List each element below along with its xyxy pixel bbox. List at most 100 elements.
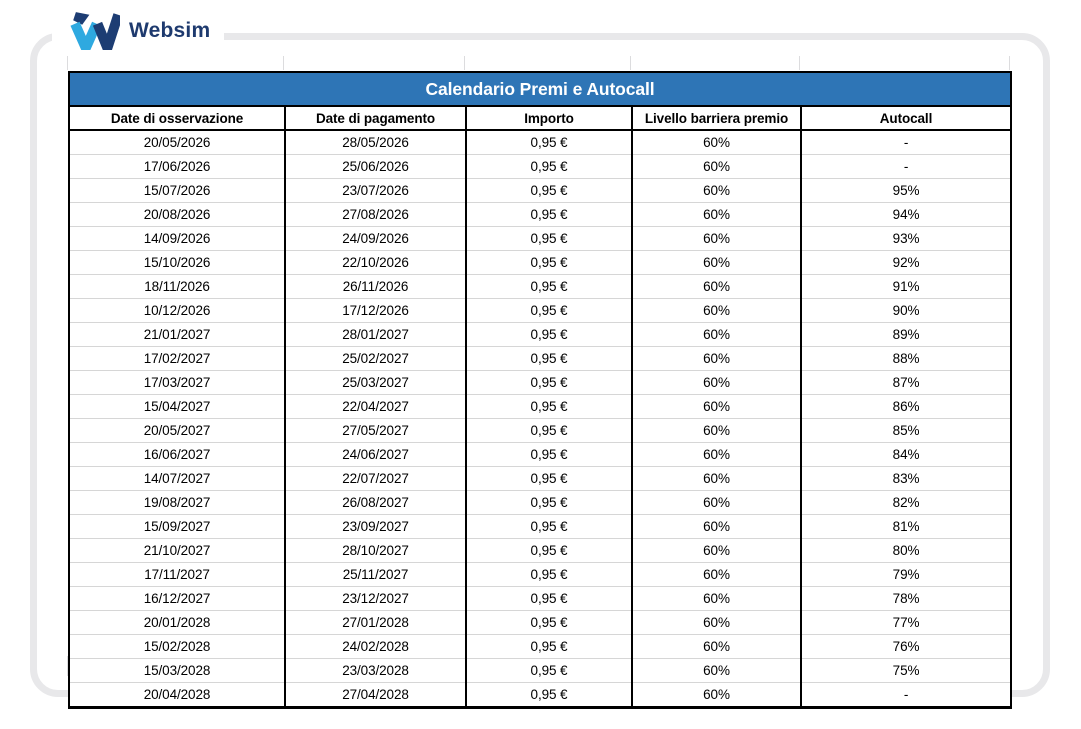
table-cell: 60% (631, 129, 802, 155)
table-cell: 85% (799, 418, 1013, 443)
table-cell: 60% (631, 538, 802, 563)
table-row: 17/06/2026 25/06/2026 0,95 €60% - (68, 154, 1013, 179)
table-cell: 15/10/2026 (68, 250, 286, 275)
column-header: Autocall (799, 105, 1013, 131)
table-cell: 60% (631, 370, 802, 395)
table-row: 20/01/2028 27/01/2028 0,95 €60% 77% (68, 610, 1013, 635)
table-cell: 17/12/2026 (284, 298, 467, 323)
table-cell: 90% (799, 298, 1013, 323)
table-row: 17/11/2027 25/11/2027 0,95 €60% 79% (68, 562, 1013, 587)
table-cell: 20/05/2027 (68, 418, 286, 443)
table-cell: 0,95 € (465, 298, 633, 323)
table-cell: 95% (799, 178, 1013, 203)
gridline-tick (1009, 56, 1010, 70)
table-cell: 76% (799, 634, 1013, 659)
table-row: 16/06/2027 24/06/2027 0,95 €60% 84% (68, 442, 1013, 467)
table-cell: 23/07/2026 (284, 178, 467, 203)
table-cell: 92% (799, 250, 1013, 275)
table-cell: 0,95 € (465, 562, 633, 587)
table-row: 18/11/2026 26/11/2026 0,95 €60% 91% (68, 274, 1013, 299)
table-title-row: Calendario Premi e Autocall (67, 71, 1013, 107)
table-cell: 21/01/2027 (68, 322, 286, 347)
table-cell: 25/11/2027 (284, 562, 467, 587)
table-cell: 0,95 € (465, 682, 633, 709)
table-cell: 60% (631, 610, 802, 635)
table-cell: 24/02/2028 (284, 634, 467, 659)
table-cell: 18/11/2026 (68, 274, 286, 299)
table-cell: 19/08/2027 (68, 490, 286, 515)
table-cell: 80% (799, 538, 1013, 563)
table-body: 20/05/2026 28/05/2026 0,95 €60% -17/06/2026… (68, 129, 1013, 709)
table-row: 20/05/2027 27/05/2027 0,95 €60% 85% (68, 418, 1013, 443)
table-cell: 75% (799, 658, 1013, 683)
table-cell: 20/04/2028 (68, 682, 286, 709)
table-cell: 60% (631, 154, 802, 179)
table-cell: 60% (631, 418, 802, 443)
table-cell: 0,95 € (465, 178, 633, 203)
table-cell: 94% (799, 202, 1013, 227)
table-cell: 0,95 € (465, 226, 633, 251)
table-row: 20/04/2028 27/04/2028 0,95 €60% - (68, 682, 1013, 709)
table-cell: 87% (799, 370, 1013, 395)
table-cell: 60% (631, 490, 802, 515)
table-cell: 0,95 € (465, 514, 633, 539)
table-cell: 25/02/2027 (284, 346, 467, 371)
premi-autocall-table: Calendario Premi e Autocall Date di osse… (67, 71, 1013, 709)
table-cell: 0,95 € (465, 250, 633, 275)
table-container: Calendario Premi e Autocall Date di osse… (67, 71, 1013, 709)
table-cell: 60% (631, 658, 802, 683)
table-cell: 24/06/2027 (284, 442, 467, 467)
table-cell: 28/05/2026 (284, 129, 467, 155)
table-cell: 60% (631, 586, 802, 611)
table-cell: 27/08/2026 (284, 202, 467, 227)
table-row: 15/04/2027 22/04/2027 0,95 €60% 86% (68, 394, 1013, 419)
table-cell: 26/08/2027 (284, 490, 467, 515)
gridline-tick (67, 56, 68, 70)
table-cell: 0,95 € (465, 490, 633, 515)
table-cell: 93% (799, 226, 1013, 251)
table-cell: 0,95 € (465, 346, 633, 371)
table-cell: 22/10/2026 (284, 250, 467, 275)
table-cell: 79% (799, 562, 1013, 587)
table-row: 20/05/2026 28/05/2026 0,95 €60% - (68, 129, 1013, 155)
table-cell: - (799, 129, 1013, 155)
table-cell: 21/10/2027 (68, 538, 286, 563)
table-cell: 0,95 € (465, 658, 633, 683)
table-cell: 27/05/2027 (284, 418, 467, 443)
column-header: Importo (465, 105, 633, 131)
table-cell: 60% (631, 346, 802, 371)
table-cell: 28/10/2027 (284, 538, 467, 563)
table-cell: 0,95 € (465, 322, 633, 347)
table-cell: 22/07/2027 (284, 466, 467, 491)
table-cell: 60% (631, 442, 802, 467)
table-cell: 14/09/2026 (68, 226, 286, 251)
table-cell: 60% (631, 682, 802, 709)
table-cell: 60% (631, 634, 802, 659)
table-cell: 83% (799, 466, 1013, 491)
table-cell: 24/09/2026 (284, 226, 467, 251)
table-cell: 60% (631, 466, 802, 491)
table-cell: 60% (631, 298, 802, 323)
table-cell: 14/07/2027 (68, 466, 286, 491)
table-cell: 17/11/2027 (68, 562, 286, 587)
table-cell: 91% (799, 274, 1013, 299)
table-cell: 0,95 € (465, 129, 633, 155)
table-row: 15/02/2028 24/02/2028 0,95 €60% 76% (68, 634, 1013, 659)
table-cell: 25/03/2027 (284, 370, 467, 395)
table-row: 14/09/2026 24/09/2026 0,95 €60% 93% (68, 226, 1013, 251)
table-cell: 60% (631, 178, 802, 203)
table-cell: 17/03/2027 (68, 370, 286, 395)
table-cell: 0,95 € (465, 418, 633, 443)
websim-logo-icon (66, 12, 120, 50)
table-row: 10/12/2026 17/12/2026 0,95 €60% 90% (68, 298, 1013, 323)
table-cell: 27/04/2028 (284, 682, 467, 709)
table-cell: 22/04/2027 (284, 394, 467, 419)
table-cell: 16/12/2027 (68, 586, 286, 611)
column-header-row: Date di osservazione Date di pagamento Imp… (68, 105, 1013, 131)
table-cell: 86% (799, 394, 1013, 419)
table-cell: 26/11/2026 (284, 274, 467, 299)
table-cell: 20/01/2028 (68, 610, 286, 635)
table-row: 15/07/2026 23/07/2026 0,95 €60% 95% (68, 178, 1013, 203)
table-row: 15/03/2028 23/03/2028 0,95 €60% 75% (68, 658, 1013, 683)
table-row: 21/01/2027 28/01/2027 0,95 €60% 89% (68, 322, 1013, 347)
